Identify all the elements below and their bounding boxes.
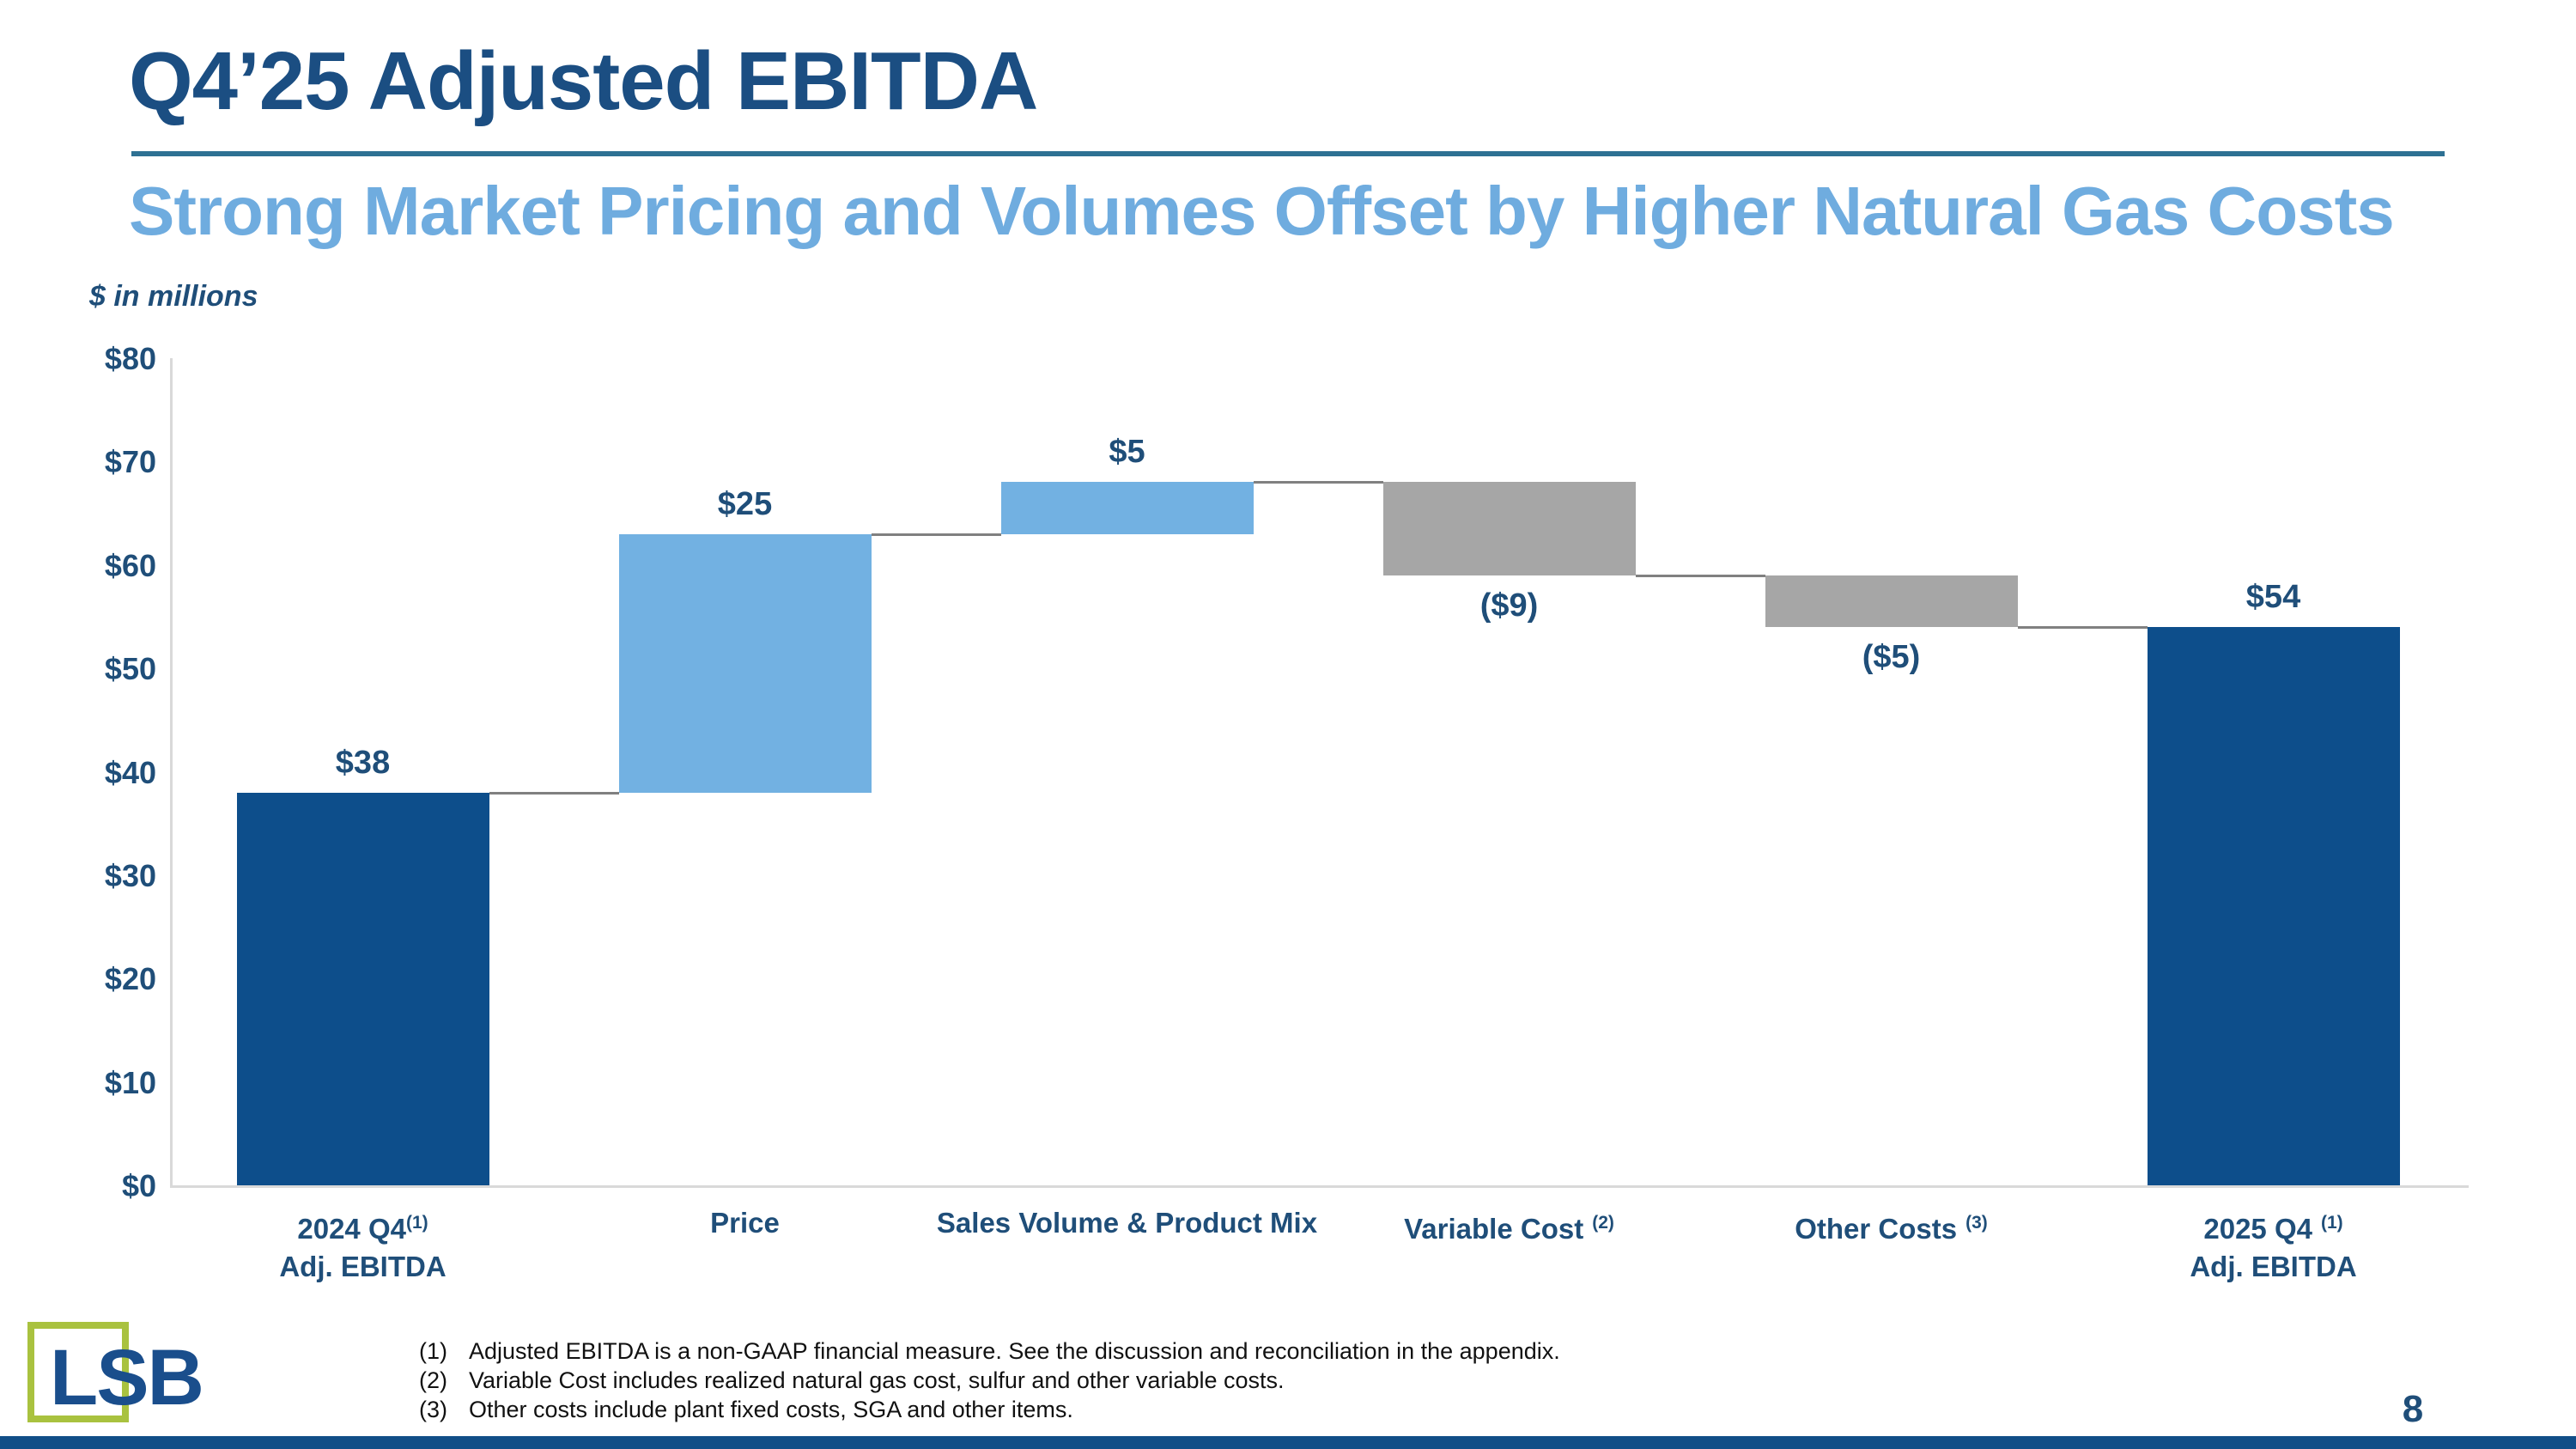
connector-line [871,533,1001,536]
y-tick-label: $50 [104,651,156,687]
y-axis-line [170,358,173,1188]
bar-5 [1765,575,2018,627]
y-tick-label: $80 [104,341,156,376]
connector-line [1253,481,1383,484]
bar-value-label: $38 [335,744,391,781]
footnote-row: (3) Other costs include plant fixed costs… [419,1395,1879,1424]
bar-3 [1000,482,1254,534]
y-tick-label: $10 [104,1064,156,1100]
bar-value-label: ($9) [1479,587,1539,624]
connector-line [2017,625,2148,629]
category-label: Other Costs (3) [1795,1213,1988,1245]
y-tick-label: $60 [104,547,156,583]
footnote-number: (2) [419,1367,447,1393]
waterfall-chart: $0 $10 $20 $30 $40 $50 $60 $70 $80 $38 $25 $5 ($9) ($… [0,326,2576,1288]
title-underline [131,151,2445,156]
y-tick-label: $40 [104,754,156,790]
units-note: $ in millions [89,280,258,313]
slide-subtitle: Strong Market Pricing and Volumes Offset… [129,173,2395,249]
footnote-row: (1) Adjusted EBITDA is a non-GAAP financi… [419,1336,1879,1366]
connector-line [489,791,619,795]
bar-2 [618,533,872,793]
page-title: Q4’25 Adjusted EBITDA [129,35,1038,127]
company-logo: LSB [50,1334,204,1422]
footnote-number: (3) [419,1397,447,1422]
category-label: 2024 Q4(1) Adj. EBITDA [279,1213,447,1282]
bar-value-label: ($5) [1862,638,1921,675]
page-number: 8 [2402,1388,2424,1430]
bar-value-label: $25 [717,485,773,522]
category-label: Sales Volume & Product Mix [936,1207,1318,1239]
footnotes: (1) Adjusted EBITDA is a non-GAAP financi… [419,1336,1879,1424]
footnote-number: (1) [419,1338,447,1364]
bar-value-label: $54 [2245,578,2301,615]
bar-6 [2147,626,2400,1185]
footer-bar [0,1436,2576,1449]
footnote-text: Variable Cost includes realized natural … [469,1367,1285,1393]
category-label: Variable Cost (2) [1404,1213,1614,1245]
footnote-text: Other costs include plant fixed costs, S… [469,1397,1073,1422]
connector-line [1635,574,1765,577]
y-tick-label: $0 [121,1168,156,1203]
footnote-text: Adjusted EBITDA is a non-GAAP financial … [469,1338,1560,1364]
bar-4 [1382,482,1636,575]
logo-square-icon [27,1322,129,1422]
y-tick-label: $30 [104,857,156,893]
category-label: 2025 Q4 (1) Adj. EBITDA [2190,1213,2357,1282]
y-tick-label: $20 [104,961,156,997]
footnote-row: (2) Variable Cost includes realized natur… [419,1366,1879,1395]
x-axis-line [170,1185,2469,1188]
bar-value-label: $5 [1109,434,1145,471]
category-label: Price [710,1207,780,1239]
y-tick-label: $70 [104,444,156,480]
bar-1 [236,792,489,1185]
